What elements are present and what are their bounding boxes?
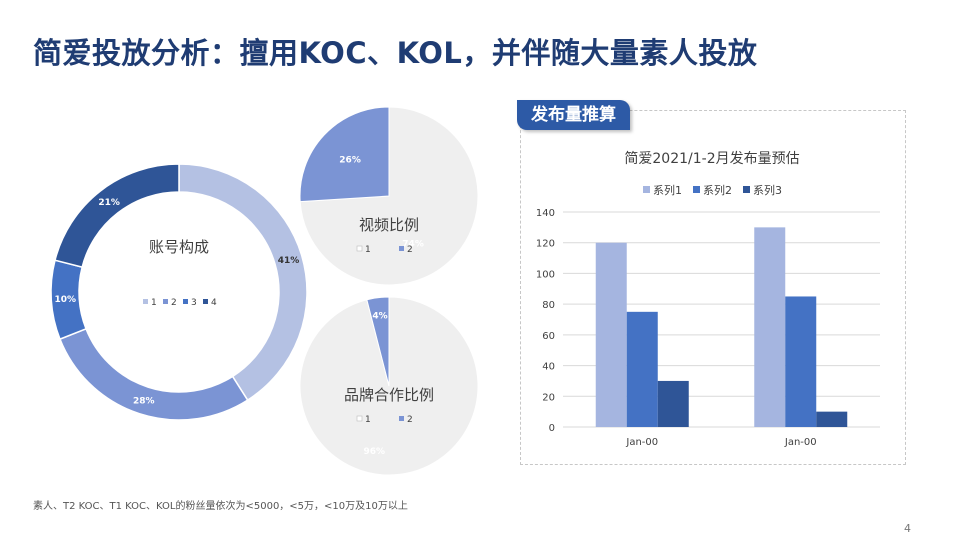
pie-data-label: 96%	[363, 447, 385, 457]
y-tick-label: 20	[542, 392, 555, 403]
x-tick-label: Jan-00	[625, 437, 658, 448]
bar-系列3-0	[657, 380, 689, 427]
donut-legend-label: 1	[151, 298, 157, 308]
donut-legend-swatch	[163, 299, 168, 304]
estimate-chart-frame	[520, 110, 906, 465]
y-tick-label: 100	[536, 269, 555, 280]
pie-legend-label: 2	[407, 245, 413, 255]
footnote: 素人、T2 KOC、T1 KOC、KOL的粉丝量依次为<5000，<5万，<10…	[33, 501, 408, 512]
bar-系列3-1	[816, 411, 848, 427]
pie-slice-2	[366, 296, 390, 387]
donut-slice-1	[178, 163, 308, 402]
donut-legend-label: 2	[171, 298, 177, 308]
section-tab: 发布量推算	[517, 100, 630, 130]
y-tick-label: 80	[542, 300, 555, 311]
pie-title: 视频比例	[359, 216, 419, 234]
bar-系列2-0	[626, 311, 658, 427]
donut-data-label: 41%	[278, 256, 300, 266]
y-tick-label: 60	[542, 331, 555, 342]
pie-legend-swatch	[356, 415, 363, 422]
donut-legend-swatch	[183, 299, 188, 304]
x-tick-label: Jan-00	[784, 437, 817, 448]
pie-data-label: 4%	[372, 311, 387, 321]
donut-legend-label: 4	[211, 298, 217, 308]
donut-data-label: 10%	[54, 295, 76, 305]
pie-legend-label: 2	[407, 415, 413, 425]
donut-data-label: 21%	[98, 198, 120, 208]
pie-data-label: 26%	[339, 155, 361, 165]
pie-legend-swatch	[399, 416, 404, 421]
bar-legend-swatch	[693, 186, 700, 193]
bar-系列2-1	[785, 296, 817, 427]
y-tick-label: 0	[549, 423, 555, 434]
bar-chart-title: 简爱2021/1-2月发布量预估	[624, 150, 799, 167]
pie-data-label: 74%	[402, 240, 424, 250]
pie-legend-label: 1	[365, 245, 371, 255]
pie-legend-label: 1	[365, 415, 371, 425]
bar-系列1-1	[754, 227, 786, 427]
pie-legend-swatch	[356, 245, 363, 252]
bar-legend-swatch	[643, 186, 650, 193]
bar-legend-label: 系列1	[653, 183, 682, 197]
donut-legend-label: 3	[191, 298, 197, 308]
page-number: 4	[904, 522, 911, 535]
bar-legend-label: 系列3	[753, 183, 782, 197]
pie-legend-swatch	[399, 246, 404, 251]
donut-legend-swatch	[203, 299, 208, 304]
y-tick-label: 120	[536, 239, 555, 250]
pie-title: 品牌合作比例	[344, 386, 434, 404]
donut-data-label: 28%	[133, 396, 155, 406]
donut-legend-swatch	[143, 299, 148, 304]
bar-legend-swatch	[743, 186, 750, 193]
bar-legend-label: 系列2	[703, 183, 732, 197]
bar-系列1-0	[595, 242, 627, 427]
y-tick-label: 40	[542, 362, 555, 373]
page-title: 简爱投放分析：擅用KOC、KOL，并伴随大量素人投放	[33, 36, 758, 70]
y-tick-label: 140	[536, 208, 555, 219]
donut-slice-4	[54, 163, 180, 269]
pie-slice-2	[299, 106, 390, 203]
donut-title: 账号构成	[149, 238, 209, 256]
